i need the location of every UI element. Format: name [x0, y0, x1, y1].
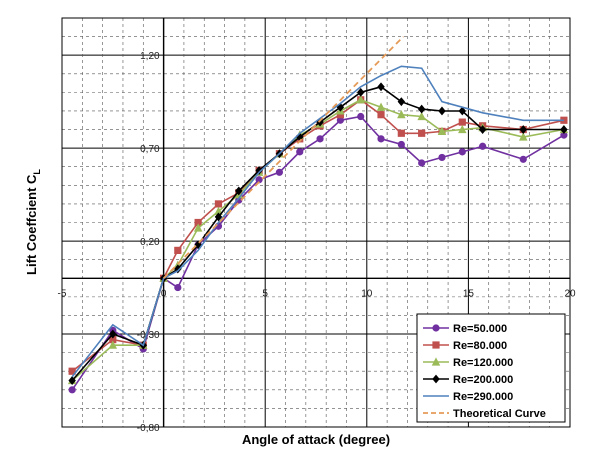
legend-label: Re=290.000: [453, 391, 513, 403]
data-point-re-200-000: [377, 82, 385, 92]
data-point-re-50-000: [377, 135, 385, 143]
data-point-re-50-000: [458, 148, 466, 156]
data-point-re-200-000: [478, 125, 487, 134]
data-point-re-120-000: [437, 126, 447, 136]
data-point-re-50-000: [68, 386, 76, 394]
y-tick-label: 0,20: [140, 237, 160, 248]
data-point-re-80-000: [377, 111, 385, 119]
y-tick-label: -0,80: [137, 423, 160, 434]
x-axis-title: Angle of attack (degree): [242, 432, 390, 447]
data-point-re-80-000: [418, 129, 426, 137]
x-tick-label: 15: [463, 288, 475, 299]
y-tick-label: -0,30: [137, 330, 160, 341]
data-point-re-50-000: [397, 140, 405, 149]
data-series: [67, 35, 569, 394]
data-point-re-80-000: [397, 129, 405, 137]
series-line-re-290-000: [71, 65, 564, 378]
legend-entry-re-120-000: Re=120.000: [423, 357, 513, 369]
data-point-re-200-000: [397, 97, 406, 107]
data-point-re-200-000: [356, 87, 365, 97]
data-point-re-50-000: [357, 112, 365, 121]
series-line-re-80-000: [71, 98, 565, 372]
data-point-re-200-000: [560, 125, 568, 134]
legend-entry-re-200-000: Re=200.000: [423, 374, 513, 386]
data-point-re-120-000: [108, 340, 118, 349]
data-point-re-120-000: [519, 132, 528, 141]
series-theoretical-curve: [162, 35, 405, 279]
data-point-re-200-000: [417, 104, 426, 114]
data-point-re-50-000: [418, 159, 426, 167]
data-point-re-120-000: [376, 102, 386, 111]
legend-label: Re=80.000: [453, 340, 507, 352]
legend-entry-re-290-000: Re=290.000: [423, 391, 513, 403]
series-line-theoretical-curve: [162, 35, 405, 279]
data-point-re-80-000: [214, 200, 223, 208]
data-point-re-200-000: [458, 106, 467, 116]
data-point-re-200-000: [68, 376, 76, 385]
series-re-290-000: [71, 65, 564, 378]
legend-label: Re=120.000: [453, 357, 513, 369]
legend-entry-theoretical-curve: Theoretical Curve: [423, 408, 546, 420]
data-point-re-50-000: [316, 135, 324, 143]
data-point-re-80-000: [174, 246, 182, 254]
x-tick-label: 10: [361, 288, 373, 299]
legend-marker: [432, 374, 440, 384]
x-tick-label: 5: [262, 288, 268, 299]
data-point-re-80-000: [68, 367, 76, 375]
data-point-re-200-000: [214, 212, 223, 222]
series-line-re-50-000: [71, 115, 565, 391]
data-point-re-200-000: [438, 106, 446, 116]
x-tick-label: 0: [161, 288, 167, 299]
data-point-re-120-000: [193, 223, 203, 232]
y-axis-title-subscript: L: [32, 169, 42, 175]
legend-label: Theoretical Curve: [453, 408, 546, 420]
legend-entry-re-50-000: Re=50.000: [423, 323, 507, 335]
legend-box: [416, 313, 566, 423]
data-point-re-120-000: [458, 124, 467, 134]
y-tick-label: 1,20: [140, 51, 160, 62]
legend-label: Re=50.000: [453, 323, 507, 335]
data-point-re-200-000: [235, 186, 243, 196]
data-point-re-50-000: [174, 283, 182, 292]
legend-marker: [432, 324, 440, 332]
data-point-re-50-000: [275, 168, 284, 176]
data-point-re-200-000: [255, 166, 263, 175]
data-point-re-50-000: [519, 155, 527, 163]
data-point-re-200-000: [519, 125, 527, 134]
legend-label: Re=200.000: [453, 374, 513, 386]
data-point-re-120-000: [356, 95, 365, 104]
data-point-re-120-000: [417, 111, 426, 121]
legend-marker: [432, 341, 440, 349]
data-point-re-80-000: [458, 118, 466, 126]
data-point-re-50-000: [479, 142, 487, 150]
plot-border: [61, 17, 571, 428]
data-point-re-50-000: [296, 148, 304, 156]
legend: Re=50.000 Re=80.000 Re=120.000 Re=200.000 Re…: [416, 313, 566, 423]
legend-marker: [431, 357, 441, 366]
data-point-re-200-000: [109, 329, 117, 339]
data-point-re-50-000: [438, 153, 446, 162]
legend-entry-re-80-000: Re=80.000: [423, 340, 507, 352]
data-point-re-120-000: [397, 109, 406, 119]
axes: [62, 18, 570, 427]
y-axis-title-main: Lift Coeffcient C: [24, 174, 39, 275]
y-tick-label: 0,70: [140, 144, 160, 155]
y-axis-title: Lift Coeffcient CL: [24, 169, 42, 275]
